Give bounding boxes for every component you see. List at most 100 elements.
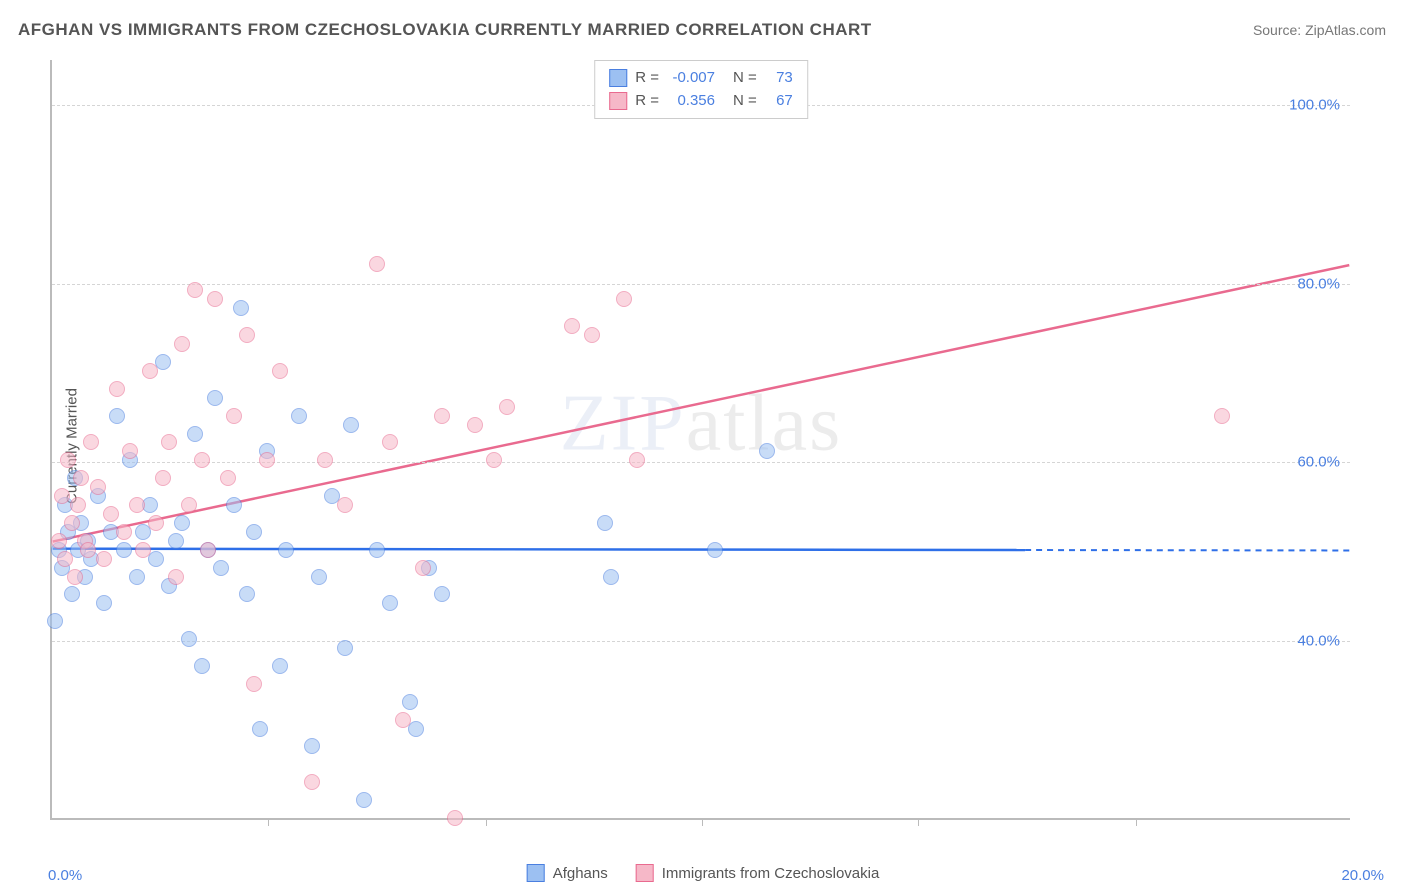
data-point [382, 434, 398, 450]
data-point [499, 399, 515, 415]
legend-row: R = 0.356 N = 67 [609, 90, 793, 113]
data-point [304, 738, 320, 754]
data-point [434, 586, 450, 602]
data-point [382, 595, 398, 611]
data-point [226, 408, 242, 424]
data-point [67, 569, 83, 585]
x-tick [268, 818, 269, 826]
n-label: N = [733, 67, 757, 90]
data-point [194, 452, 210, 468]
data-point [181, 631, 197, 647]
data-point [122, 443, 138, 459]
data-point [343, 417, 359, 433]
data-point [57, 551, 73, 567]
data-point [168, 533, 184, 549]
data-point [246, 676, 262, 692]
data-point [70, 497, 86, 513]
x-tick [486, 818, 487, 826]
data-point [83, 434, 99, 450]
legend-row: R = -0.007 N = 73 [609, 67, 793, 90]
data-point [129, 497, 145, 513]
r-label: R = [635, 90, 659, 113]
data-point [187, 282, 203, 298]
data-point [135, 542, 151, 558]
data-point [1214, 408, 1230, 424]
trend-lines-layer [52, 60, 1350, 818]
data-point [584, 327, 600, 343]
data-point [116, 524, 132, 540]
data-point [207, 291, 223, 307]
data-point [759, 443, 775, 459]
data-point [90, 479, 106, 495]
data-point [337, 497, 353, 513]
data-point [415, 560, 431, 576]
n-value: 73 [765, 67, 793, 90]
data-point [51, 533, 67, 549]
data-point [129, 569, 145, 585]
data-point [96, 595, 112, 611]
data-point [148, 515, 164, 531]
swatch-icon [609, 92, 627, 110]
swatch-icon [609, 69, 627, 87]
r-label: R = [635, 67, 659, 90]
r-value: 0.356 [667, 90, 715, 113]
data-point [60, 452, 76, 468]
data-point [103, 506, 119, 522]
data-point [337, 640, 353, 656]
r-value: -0.007 [667, 67, 715, 90]
data-point [408, 721, 424, 737]
y-tick-label: 60.0% [1297, 454, 1340, 471]
data-point [707, 542, 723, 558]
data-point [311, 569, 327, 585]
data-point [564, 318, 580, 334]
data-point [597, 515, 613, 531]
data-point [155, 470, 171, 486]
series-legend: AfghansImmigrants from Czechoslovakia [527, 864, 880, 882]
data-point [259, 452, 275, 468]
y-tick-label: 100.0% [1289, 96, 1340, 113]
data-point [142, 363, 158, 379]
data-point [54, 488, 70, 504]
data-point [629, 452, 645, 468]
data-point [317, 452, 333, 468]
data-point [194, 658, 210, 674]
data-point [168, 569, 184, 585]
x-tick [918, 818, 919, 826]
data-point [116, 542, 132, 558]
data-point [239, 586, 255, 602]
y-tick-label: 80.0% [1297, 275, 1340, 292]
data-point [226, 497, 242, 513]
data-point [239, 327, 255, 343]
data-point [233, 300, 249, 316]
x-tick [702, 818, 703, 826]
x-tick-max: 20.0% [1341, 867, 1384, 884]
data-point [174, 515, 190, 531]
data-point [616, 291, 632, 307]
data-point [64, 586, 80, 602]
plot-area: ZIPatlas R = -0.007 N = 73 R = 0.356 N = 67 40.… [50, 60, 1350, 820]
data-point [434, 408, 450, 424]
data-point [369, 542, 385, 558]
data-point [291, 408, 307, 424]
data-point [272, 363, 288, 379]
chart-title: AFGHAN VS IMMIGRANTS FROM CZECHOSLOVAKIA… [18, 20, 872, 40]
data-point [603, 569, 619, 585]
x-tick [1136, 818, 1137, 826]
data-point [187, 426, 203, 442]
source-attribution: Source: ZipAtlas.com [1253, 22, 1386, 38]
n-value: 67 [765, 90, 793, 113]
data-point [109, 408, 125, 424]
data-point [80, 542, 96, 558]
data-point [272, 658, 288, 674]
legend-label: Immigrants from Czechoslovakia [662, 865, 880, 882]
data-point [395, 712, 411, 728]
data-point [356, 792, 372, 808]
watermark: ZIPatlas [560, 378, 843, 469]
data-point [109, 381, 125, 397]
data-point [207, 390, 223, 406]
data-point [486, 452, 502, 468]
data-point [278, 542, 294, 558]
data-point [467, 417, 483, 433]
y-tick-label: 40.0% [1297, 633, 1340, 650]
n-label: N = [733, 90, 757, 113]
